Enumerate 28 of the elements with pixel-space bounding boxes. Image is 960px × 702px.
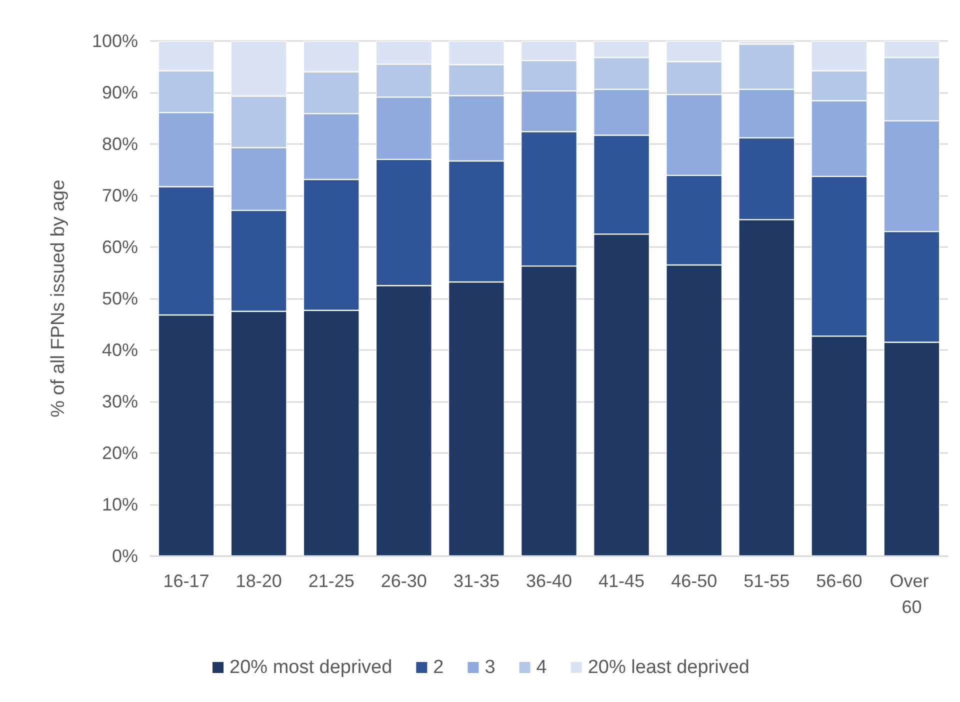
y-tick-label: 30% [102,392,138,412]
y-tick-label: 100% [92,31,138,51]
x-tick-label: 46-50 [671,571,718,591]
x-tick-label: Over 60 [890,571,934,617]
x-tick-label: 41-45 [598,571,645,591]
y-tick-label: 40% [102,340,138,360]
y-tick-label: 70% [102,186,138,206]
legend-label: 4 [536,657,548,678]
legend-label: 20% most deprived [230,657,392,678]
y-tick-label: 20% [102,443,138,463]
legend-label: 2 [433,657,444,678]
x-tick-label: 26-30 [380,571,427,591]
x-tick-label: 31-35 [453,571,500,591]
x-tick-label: 56-60 [816,571,862,591]
legend-label: 20% least deprived [588,657,750,678]
x-tick-label: 21-25 [308,571,354,591]
y-tick-label: 50% [102,288,138,308]
x-tick-label: 36-40 [526,571,572,591]
y-tick-label: 90% [102,82,138,102]
y-tick-label: 10% [102,494,138,514]
x-tick-label: 51-55 [744,571,790,591]
y-tick-label: 0% [112,546,138,566]
y-axis-title: % of all FPNs issued by age [48,180,69,418]
y-tick-label: 60% [102,237,138,257]
x-tick-label: 16-17 [163,571,210,591]
x-tick-label: 18-20 [236,571,282,591]
legend-label: 3 [484,657,496,678]
y-tick-label: 80% [102,134,138,154]
